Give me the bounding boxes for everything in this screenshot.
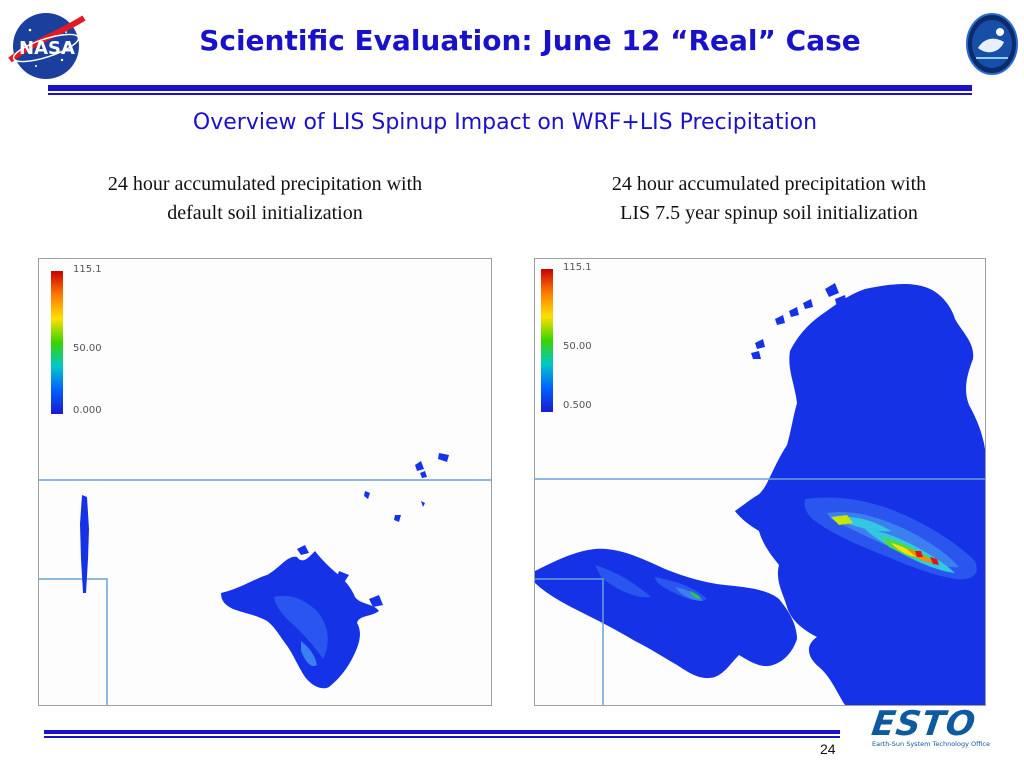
esto-logo: ESTO Earth-Sun System Technology Office bbox=[868, 704, 1010, 754]
caption-left: 24 hour accumulated precipitation with d… bbox=[40, 170, 490, 228]
nasa-logo: NASA bbox=[8, 13, 86, 79]
header-rule-thin bbox=[48, 93, 972, 95]
esto-logo-text: ESTO bbox=[869, 704, 979, 744]
colorbar-left-mid: 50.00 bbox=[73, 343, 102, 354]
caption-right-line1: 24 hour accumulated precipitation with bbox=[611, 173, 927, 195]
colorbar-right-mid: 50.00 bbox=[563, 341, 592, 352]
precip-field-spinup bbox=[535, 283, 985, 705]
footer-rule bbox=[44, 730, 840, 734]
precip-map-spinup: 115.1 50.00 0.500 bbox=[534, 258, 986, 706]
header-rule bbox=[48, 85, 972, 91]
slide-title: Scientific Evaluation: June 12 “Real” Ca… bbox=[199, 24, 861, 57]
colorbar-left bbox=[51, 271, 63, 414]
caption-right-line2: LIS 7.5 year spinup soil initialization bbox=[620, 202, 918, 224]
colorbar-right-max: 115.1 bbox=[563, 262, 592, 273]
slide-subtitle: Overview of LIS Spinup Impact on WRF+LIS… bbox=[192, 110, 818, 135]
precip-field-default bbox=[39, 453, 491, 705]
precip-map-default: 115.1 50.00 0.000 bbox=[38, 258, 492, 706]
caption-left-line1: 24 hour accumulated precipitation with bbox=[107, 173, 423, 195]
caption-right: 24 hour accumulated precipitation with L… bbox=[534, 170, 1004, 228]
page-number: 24 bbox=[820, 741, 836, 757]
footer-rule-thin bbox=[44, 736, 840, 738]
nasa-logo-text: NASA bbox=[19, 38, 75, 59]
colorbar-left-min: 0.000 bbox=[73, 405, 102, 416]
caption-left-line2: default soil initialization bbox=[167, 202, 363, 224]
esto-tagline: Earth-Sun System Technology Office bbox=[872, 740, 990, 748]
colorbar-right bbox=[541, 269, 553, 412]
colorbar-left-max: 115.1 bbox=[73, 264, 102, 275]
colorbar-right-min: 0.500 bbox=[563, 400, 592, 411]
mission-emblem-icon bbox=[966, 13, 1018, 75]
